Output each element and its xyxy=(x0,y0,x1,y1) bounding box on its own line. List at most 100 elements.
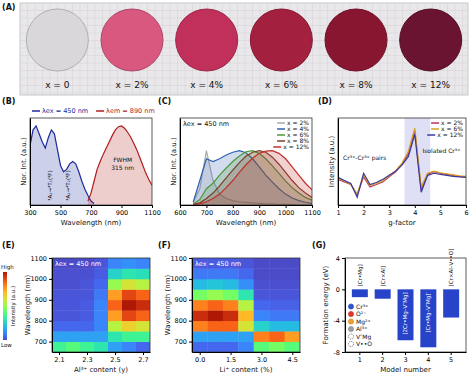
heatmap-cell xyxy=(207,310,223,321)
heatmap-cell xyxy=(207,331,223,342)
tick-label: 2.1 xyxy=(54,356,64,364)
heatmap-cell xyxy=(223,342,239,352)
axis xyxy=(338,119,339,206)
plot-frame xyxy=(30,118,152,205)
panel: 3005007009001100(B)Wavelength (nm)Nor. I… xyxy=(2,97,161,227)
heatmap-cell xyxy=(122,321,136,332)
tick: 2.5 xyxy=(110,352,120,364)
axis-title: Model number xyxy=(380,366,431,374)
tick-label: 900 xyxy=(175,296,187,304)
axis: 70080090010001100 xyxy=(170,255,192,353)
tick: 1 xyxy=(336,205,340,217)
tick-mark xyxy=(49,258,52,259)
tick-mark xyxy=(259,205,260,208)
legend-swatch xyxy=(277,134,285,136)
paper-grid-line xyxy=(387,3,388,95)
colorbar xyxy=(3,272,7,340)
colorbar-title: Intensity (a.u.) xyxy=(10,286,17,326)
bar xyxy=(398,289,414,340)
axis-line xyxy=(345,259,346,353)
heatmap-cell xyxy=(223,289,239,300)
tick: 900 xyxy=(175,296,192,304)
paper-grid-line xyxy=(320,3,321,95)
tick-mark xyxy=(200,352,201,355)
paper-grid-line xyxy=(20,78,468,79)
axis-line xyxy=(52,259,53,353)
tick: -4 xyxy=(334,317,345,325)
heatmap-cell xyxy=(285,331,300,342)
heatmap-cell xyxy=(122,310,136,321)
heatmap-cell xyxy=(136,289,150,300)
axis-title: Wavelength (nm) xyxy=(24,274,32,335)
tick-label: 900 xyxy=(35,296,47,304)
heatmap-cell xyxy=(94,342,108,352)
heatmap-cell xyxy=(207,289,223,300)
tick: 1.5 xyxy=(226,352,236,364)
axis-title: Li⁺ content (%) xyxy=(220,366,273,374)
tick: 5 xyxy=(439,205,443,217)
heatmap-cell xyxy=(207,268,223,279)
marks xyxy=(192,258,300,352)
tick-mark xyxy=(49,279,52,280)
panel-label: (D) xyxy=(318,97,332,106)
axis: 123456 xyxy=(336,205,468,217)
annotation: ⁴A₂→⁴T₁(⁴F) xyxy=(47,170,53,200)
tick: 900 xyxy=(253,205,265,217)
tick-mark xyxy=(49,342,52,343)
bar-label: [Cr•Mg] xyxy=(357,264,364,286)
heatmap-cell xyxy=(192,331,208,342)
heatmap-cell xyxy=(94,310,108,321)
heatmap-cell xyxy=(94,331,108,342)
legend-label: x = 12% xyxy=(437,131,463,138)
tick-label: 5 xyxy=(449,356,453,364)
tick-label: 1.5 xyxy=(226,356,236,364)
panel: 123456(D)g-factorIntensity (a.u.)x = 2%x… xyxy=(318,97,469,227)
tick-label: -8 xyxy=(334,349,340,357)
colorbar-label: High xyxy=(1,264,14,271)
legend-swatch xyxy=(348,319,353,324)
tick-mark xyxy=(189,300,192,301)
heatmap-cell xyxy=(122,331,136,342)
legend-swatch xyxy=(277,122,285,124)
tick-label: 0 xyxy=(336,286,340,294)
tick-label: 4 xyxy=(426,356,430,364)
heatmap-cell xyxy=(207,342,223,352)
plot-frame xyxy=(192,258,300,352)
axis-line xyxy=(53,352,151,353)
axis-title: Formation energy (eV) xyxy=(322,265,330,344)
tick-mark xyxy=(342,321,345,322)
heatmap-cell xyxy=(254,268,270,279)
tick-label: 1100 xyxy=(30,255,47,263)
tick: 4 xyxy=(336,255,345,263)
bar xyxy=(443,289,459,317)
tick: 3 xyxy=(403,352,407,364)
heatmap-cell xyxy=(80,342,94,352)
heatmap-cell xyxy=(207,321,223,332)
panel: 60070080090010001100(C)Wavelength (nm)No… xyxy=(158,97,321,227)
axis-line xyxy=(180,119,181,206)
heatmap-cell xyxy=(254,289,270,300)
photo-panel: x = 0x = 2%x = 4%x = 6%x = 8%x = 12%(A) xyxy=(2,3,468,95)
tick-label: 1100 xyxy=(144,209,161,217)
axis-title: Nor. Int. (a.u.) xyxy=(20,137,28,186)
heatmap-cell xyxy=(238,342,254,352)
axis-title: g-factor xyxy=(388,219,416,227)
paper-grid-line xyxy=(95,3,96,95)
legend-swatch xyxy=(277,128,285,130)
heatmap-cell xyxy=(223,300,239,311)
panel-label: (F) xyxy=(158,241,171,250)
tick: 2.1 xyxy=(54,352,64,364)
legend-label: λem = 890 nm xyxy=(106,107,155,115)
tick-mark xyxy=(231,352,232,355)
tick-label: 0.0 xyxy=(195,356,205,364)
tick-mark xyxy=(342,258,345,259)
area xyxy=(193,151,312,205)
panel-label: (E) xyxy=(2,241,15,250)
tick: 1100 xyxy=(30,255,52,263)
tick: 700 xyxy=(201,205,213,217)
photo-background xyxy=(20,3,468,95)
heatmap-cell xyxy=(122,268,136,279)
tick-mark xyxy=(364,205,365,208)
paper-grid-line xyxy=(20,63,468,64)
tick: 300 xyxy=(24,205,36,217)
